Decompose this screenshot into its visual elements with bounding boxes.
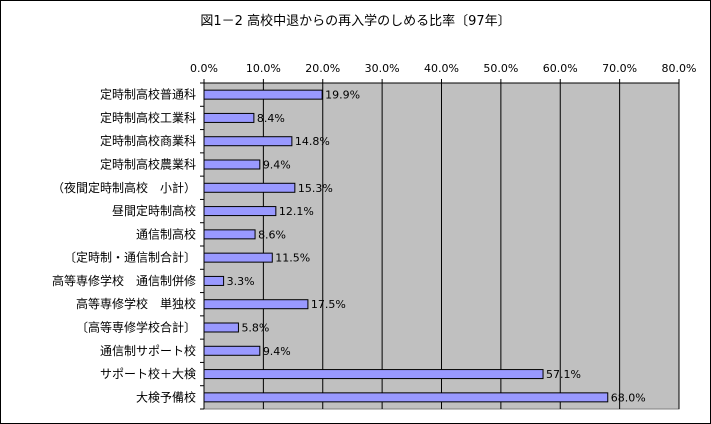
x-tick-label: 20.0% [305,62,340,75]
x-tick-label: 40.0% [424,62,459,75]
bar [203,182,296,193]
x-tick-label: 70.0% [602,62,637,75]
bar [203,392,609,403]
bar [203,159,261,170]
category-label: 高等専修学校 通信制併修 [52,273,196,288]
data-label: 8.4% [257,112,285,125]
category-label: 〔定時制・通信制合計〕 [64,250,196,265]
bar [203,136,293,147]
bar [203,89,323,100]
bar [203,299,309,310]
data-label: 15.3% [298,182,333,195]
data-label: 68.0% [611,391,646,404]
data-label: 9.4% [263,345,291,358]
data-label: 17.5% [311,298,346,311]
x-tick-label: 80.0% [662,62,697,75]
data-label: 57.1% [546,368,581,381]
category-label: 定時制高校工業科 [100,110,196,125]
x-tick-label: 30.0% [365,62,400,75]
bar [203,275,225,286]
bar [203,112,255,123]
category-label: 通信制サポート校 [100,343,196,358]
bar [203,252,273,263]
category-label: 大検予備校 [136,389,196,404]
data-label: 19.9% [325,89,360,102]
data-label: 12.1% [279,205,314,218]
data-label: 3.3% [227,275,255,288]
category-label: 高等専修学校 単独校 [76,296,196,311]
data-label: 14.8% [295,135,330,148]
x-tick-label: 0.0% [190,62,218,75]
category-label: 通信制高校 [136,226,196,241]
bar [203,369,544,380]
x-tick-label: 10.0% [246,62,281,75]
category-label: 定時制高校普通科 [100,87,196,102]
x-tick-label: 60.0% [543,62,578,75]
chart-title: 図1－2 高校中退からの再入学のしめる比率〔97年〕 [200,14,511,29]
bar [203,322,239,333]
bar [203,229,256,240]
data-label: 5.8% [241,322,269,335]
x-tick-label: 50.0% [483,62,518,75]
plot-layer: 0.0% 10.0% 20.0% 30.0% 40.0% 50.0% 60.0% 70.0% 8… [52,62,697,410]
category-label: 定時制高校商業科 [100,133,196,148]
category-label: 定時制高校農業科 [100,157,196,172]
category-label: （夜間定時制高校 小計） [52,180,196,195]
category-label: サポート校＋大検 [100,366,196,381]
bar [203,206,277,217]
bar [203,345,261,356]
data-label: 8.6% [258,228,286,241]
category-label: 〔高等専修学校合計〕 [76,320,196,335]
category-label: 昼間定時制高校 [112,203,196,218]
data-label: 11.5% [275,252,310,265]
data-label: 9.4% [263,159,291,172]
